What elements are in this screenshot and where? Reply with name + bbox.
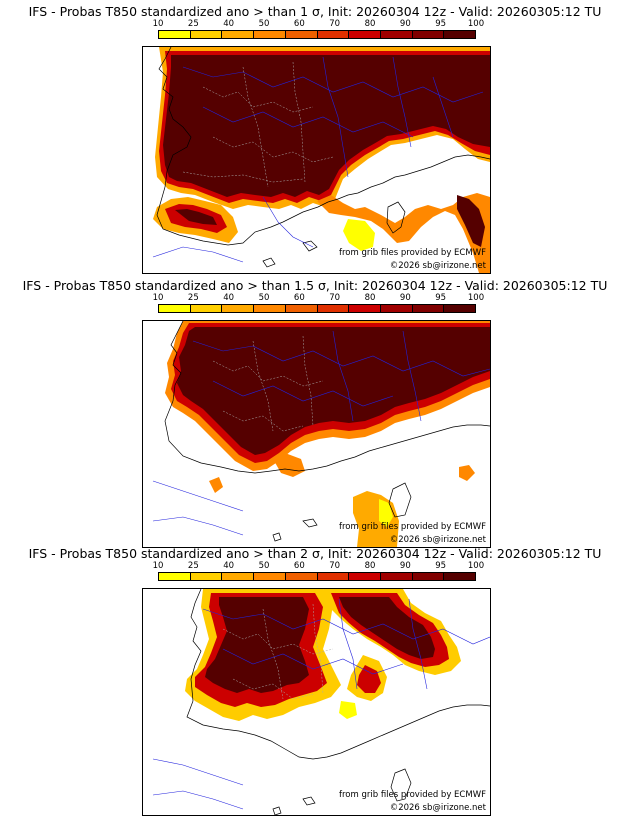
probability-field: [185, 589, 461, 721]
map: from grib files provided by ECMWF ©2026 …: [142, 46, 491, 274]
colorbar-swatch: [159, 31, 191, 38]
panel-title: IFS - Probas T850 standardized ano > tha…: [28, 4, 602, 19]
colorbar-tick-labels: 10 25 40 50 60 70 80 90 95 100: [153, 561, 485, 571]
map: from grib files provided by ECMWF ©2026 …: [142, 320, 491, 548]
colorbar-tick: 40: [223, 561, 235, 571]
colorbar-swatch: [317, 305, 350, 312]
colorbar: [158, 30, 476, 39]
colorbar-tick: 100: [467, 19, 485, 29]
colorbar-swatch: [412, 305, 445, 312]
country-borders: [152, 598, 490, 810]
colorbar-tick: 100: [467, 561, 485, 571]
colorbar: [158, 304, 476, 313]
panel-title: IFS - Probas T850 standardized ano > tha…: [28, 546, 602, 561]
country-borders: [152, 330, 490, 536]
colorbar-swatch: [285, 573, 318, 580]
colorbar-tick: 50: [258, 293, 270, 303]
colorbar-swatch: [349, 573, 381, 580]
probability-field: [153, 47, 490, 273]
colorbar-swatch: [380, 573, 413, 580]
colorbar-swatch: [317, 31, 350, 38]
colorbar-swatch: [254, 573, 286, 580]
colorbar-swatch: [317, 573, 350, 580]
probability-map: [152, 589, 490, 815]
colorbar-tick: 70: [329, 293, 341, 303]
colorbar-tick: 90: [399, 293, 411, 303]
probability-map: [152, 47, 490, 273]
colorbar-swatch: [444, 305, 476, 312]
colorbar-tick-labels: 10 25 40 50 60 70 80 90 95 100: [153, 19, 485, 29]
region-borders: [222, 603, 334, 700]
colorbar-tick: 10: [152, 561, 164, 571]
colorbar-tick: 25: [187, 561, 199, 571]
colorbar-tick: 70: [329, 561, 341, 571]
probability-map: [152, 321, 490, 547]
colorbar-tick: 100: [467, 293, 485, 303]
colorbar-tick: 40: [223, 19, 235, 29]
colorbar-tick: 80: [364, 19, 376, 29]
colorbar-swatch: [159, 573, 191, 580]
colorbar-swatch: [222, 305, 255, 312]
copyright-text: ©2026 sb@irizone.net: [389, 803, 486, 813]
colorbar-swatch: [349, 31, 381, 38]
probability-field: [165, 321, 490, 547]
colorbar-tick: 10: [152, 293, 164, 303]
colorbar-swatch: [222, 573, 255, 580]
colorbar-swatch: [285, 305, 318, 312]
colorbar-swatch: [159, 305, 191, 312]
credit-text: from grib files provided by ECMWF: [339, 248, 486, 258]
colorbar: [158, 572, 476, 581]
colorbar-tick: 50: [258, 19, 270, 29]
colorbar-swatch: [254, 305, 286, 312]
colorbar-swatch: [190, 305, 223, 312]
colorbar-tick: 95: [435, 19, 447, 29]
colorbar-tick: 90: [399, 561, 411, 571]
panel-title: IFS - Probas T850 standardized ano > tha…: [22, 278, 608, 293]
colorbar-swatch: [444, 573, 476, 580]
region-borders: [182, 61, 334, 188]
country-borders: [152, 56, 484, 263]
colorbar-tick: 95: [435, 293, 447, 303]
map: from grib files provided by ECMWF ©2026 …: [142, 588, 491, 816]
colorbar-tick: 80: [364, 561, 376, 571]
coastline: [186, 589, 490, 815]
credit-text: from grib files provided by ECMWF: [339, 522, 486, 532]
coastline: [164, 321, 490, 542]
colorbar-tick-labels: 10 25 40 50 60 70 80 90 95 100: [153, 293, 485, 303]
colorbar-tick: 10: [152, 19, 164, 29]
colorbar-tick: 70: [329, 19, 341, 29]
colorbar-tick: 60: [293, 293, 305, 303]
colorbar-tick: 80: [364, 293, 376, 303]
colorbar-tick: 50: [258, 561, 270, 571]
coastline: [156, 47, 490, 268]
colorbar-swatch: [222, 31, 255, 38]
colorbar-swatch: [412, 573, 445, 580]
colorbar-swatch: [412, 31, 445, 38]
colorbar-tick: 95: [435, 561, 447, 571]
colorbar-tick: 60: [293, 19, 305, 29]
colorbar-tick: 25: [187, 293, 199, 303]
colorbar-swatch: [190, 573, 223, 580]
colorbar-tick: 40: [223, 293, 235, 303]
colorbar-swatch: [380, 305, 413, 312]
copyright-text: ©2026 sb@irizone.net: [389, 535, 486, 545]
colorbar-swatch: [285, 31, 318, 38]
map-panel-3: IFS - Probas T850 standardized ano > tha…: [0, 546, 630, 816]
colorbar-swatch: [349, 305, 381, 312]
colorbar-tick: 25: [187, 19, 199, 29]
region-borders: [212, 335, 324, 432]
colorbar-swatch: [254, 31, 286, 38]
colorbar-swatch: [444, 31, 476, 38]
colorbar-swatch: [190, 31, 223, 38]
colorbar-swatch: [380, 31, 413, 38]
map-panel-2: IFS - Probas T850 standardized ano > tha…: [0, 278, 630, 548]
map-panel-1: IFS - Probas T850 standardized ano > tha…: [0, 4, 630, 274]
credit-text: from grib files provided by ECMWF: [339, 790, 486, 800]
colorbar-tick: 60: [293, 561, 305, 571]
colorbar-tick: 90: [399, 19, 411, 29]
copyright-text: ©2026 sb@irizone.net: [389, 261, 486, 271]
